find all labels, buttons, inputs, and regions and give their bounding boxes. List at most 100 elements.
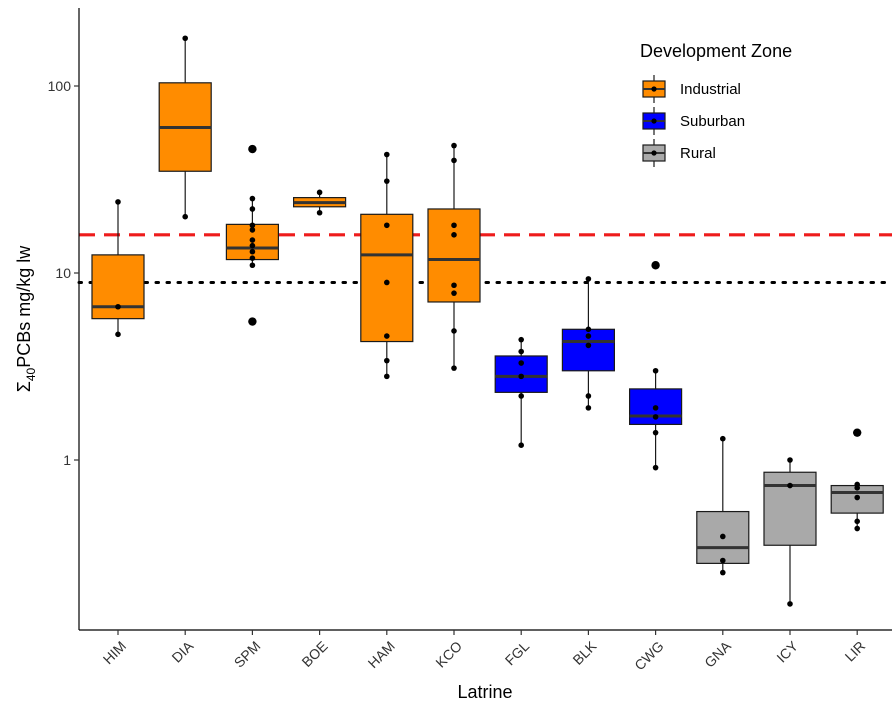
y-ticks: 1 10 100 [48, 78, 79, 468]
legend-label: Industrial [680, 81, 741, 98]
x-ticks: HIM DIA SPM BOE HAM KCO FGL BLK CWG GNA ICY LIR [100, 630, 869, 674]
x-axis-title: Latrine [457, 682, 512, 702]
data-point [720, 533, 726, 540]
data-point [249, 318, 256, 325]
legend-label: Rural [680, 145, 716, 162]
box-him [91, 201, 145, 335]
box-body [360, 213, 414, 343]
y-axis-title-prefix: Σ [14, 381, 34, 392]
data-point [787, 482, 793, 489]
y-axis-title-subscript: 40 [24, 367, 38, 381]
x-tick-label: KCO [432, 638, 465, 671]
data-point [384, 151, 390, 158]
data-point [249, 237, 256, 243]
data-point [652, 464, 659, 471]
data-point [720, 557, 726, 564]
data-point [787, 601, 793, 607]
y-axis-title-rest: PCBs mg/kg lw [14, 245, 34, 368]
data-point [854, 518, 860, 525]
data-point [585, 326, 592, 333]
data-point [585, 342, 592, 349]
data-point [585, 276, 592, 282]
box-dia [158, 38, 212, 217]
x-tick-label: DIA [169, 637, 197, 665]
data-point [854, 525, 860, 532]
data-point [451, 290, 457, 296]
legend-entry-suburban: Suburban [642, 107, 745, 135]
box-fgl [494, 339, 548, 446]
y-tick-label: 1 [63, 452, 71, 468]
legend: Development Zone Industrial Suburban Rural [640, 41, 792, 167]
data-point [518, 336, 524, 343]
data-point [249, 255, 256, 261]
box-kco [427, 145, 481, 369]
x-tick-label: LIR [842, 638, 869, 665]
data-point [451, 282, 457, 289]
x-tick-label: GNA [701, 637, 734, 670]
y-tick-label: 10 [55, 265, 71, 281]
data-point [652, 429, 659, 436]
data-point [249, 227, 256, 233]
data-point [249, 222, 256, 229]
data-point [652, 414, 659, 420]
data-point [384, 333, 390, 339]
data-point [249, 146, 256, 152]
x-tick-label: ICY [773, 637, 801, 665]
data-point [249, 195, 256, 202]
data-point [316, 209, 323, 216]
data-point [451, 157, 457, 164]
data-point [451, 222, 457, 229]
data-point [249, 242, 256, 249]
data-point [720, 569, 726, 576]
box-boe [293, 192, 347, 213]
data-point [518, 442, 524, 448]
data-point [585, 333, 592, 339]
box-ham [360, 154, 414, 377]
data-point [585, 405, 592, 411]
x-tick-label: BLK [569, 637, 599, 667]
data-point [652, 367, 659, 374]
legend-key-point [651, 118, 657, 124]
data-point [854, 494, 860, 501]
data-point [182, 213, 188, 220]
data-point [518, 348, 524, 355]
data-point [115, 199, 121, 205]
data-point [451, 232, 457, 238]
data-point [384, 373, 390, 380]
y-tick-label: 100 [48, 78, 72, 94]
data-point [787, 457, 793, 463]
data-point [249, 262, 256, 269]
box-icy [763, 460, 817, 604]
legend-label: Suburban [680, 113, 745, 130]
data-point [854, 481, 860, 488]
data-point [384, 178, 390, 184]
data-point [652, 262, 659, 269]
data-point [115, 303, 121, 310]
data-point [384, 279, 390, 286]
data-points [115, 35, 862, 607]
x-tick-label: HIM [100, 638, 129, 667]
data-point [854, 429, 860, 436]
data-point [451, 142, 457, 149]
legend-key-point [651, 150, 657, 156]
box-series [91, 38, 884, 604]
reference-lines [77, 233, 894, 284]
box-gna [696, 438, 750, 573]
data-point [518, 360, 524, 366]
legend-entry-rural: Rural [642, 139, 716, 167]
data-point [384, 357, 390, 364]
data-point [585, 393, 592, 399]
axes [78, 8, 892, 631]
data-point [451, 365, 457, 371]
x-tick-label: CWG [631, 638, 667, 674]
data-point [451, 328, 457, 334]
x-tick-label: SPM [231, 638, 264, 671]
legend-entry-industrial: Industrial [642, 75, 741, 103]
data-point [115, 331, 121, 338]
data-point [249, 206, 256, 212]
legend-key-point [651, 86, 657, 92]
data-point [652, 405, 659, 411]
y-axis-title: Σ40PCBs mg/kg lw [14, 245, 38, 393]
data-point [316, 189, 323, 196]
legend-title: Development Zone [640, 41, 792, 61]
